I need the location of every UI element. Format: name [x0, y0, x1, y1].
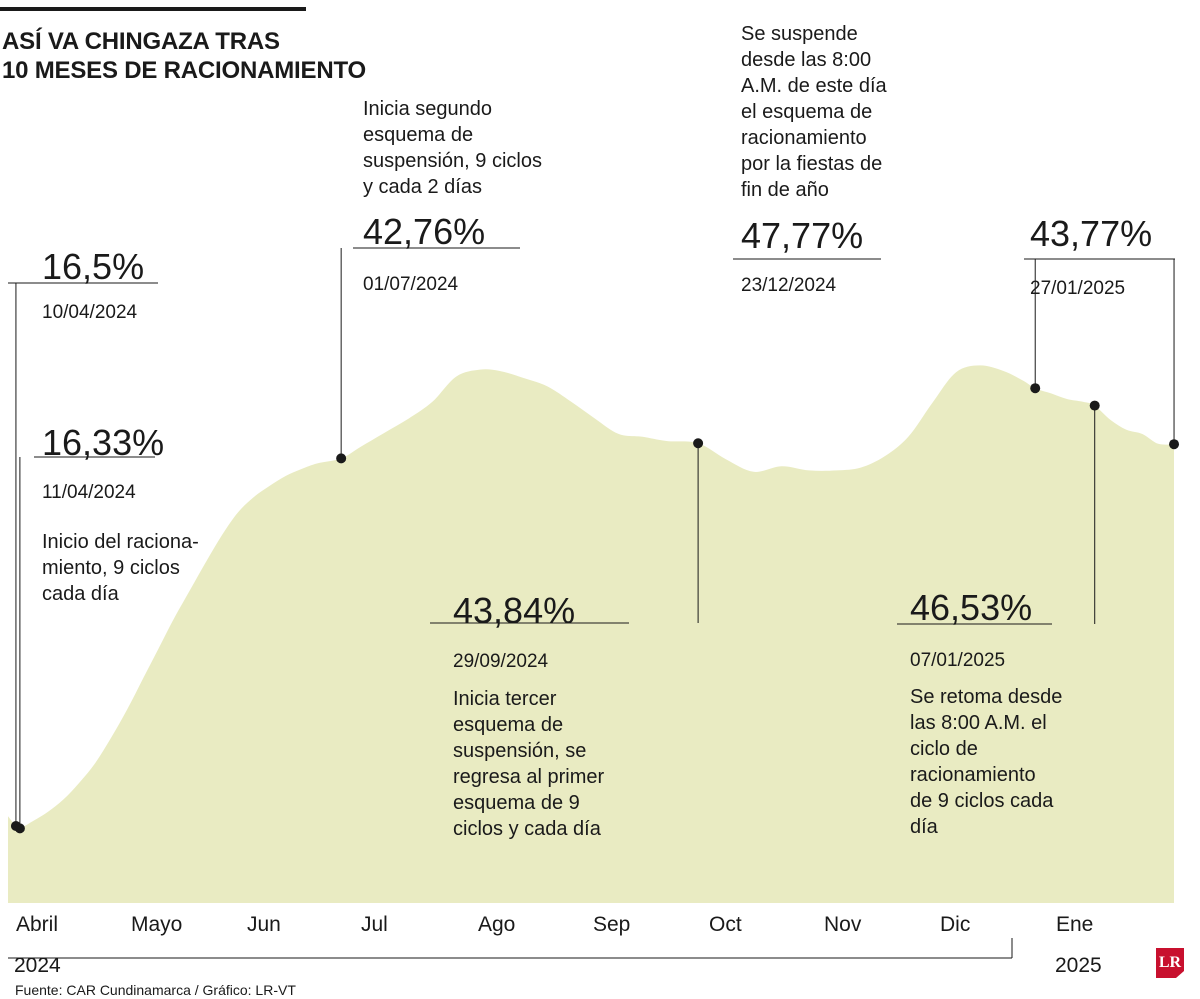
annotation-note-5-2: ciclo de: [910, 738, 978, 760]
annotation-value-1: 16,33%: [42, 422, 164, 463]
annotation-note-1-2: cada día: [42, 583, 120, 605]
x-tick-label: Nov: [824, 913, 862, 936]
annotation-note-5-1: las 8:00 A.M. el: [910, 712, 1047, 734]
chart-title-line-2: 10 MESES DE RACIONAMIENTO: [2, 57, 366, 84]
annotation-leaders: [8, 247, 1175, 829]
x-axis: Abril Mayo Jun Jul Ago Sep Oct Nov Dic Ene 2024 202…: [8, 913, 1102, 977]
annotation-date-3: 29/09/2024: [453, 651, 549, 672]
x-tick-label: Jul: [361, 913, 388, 936]
annotation-note-3-0: Inicia tercer: [453, 688, 557, 710]
x-tick-label: Mayo: [131, 913, 182, 936]
annotation-dot-3: [693, 438, 704, 449]
reservoir-level-area: [8, 365, 1174, 903]
svg-text:LR: LR: [1159, 954, 1182, 971]
annotation-note-5-5: día: [910, 816, 939, 838]
annotation-note-2-2: suspensión, 9 ciclos: [363, 150, 542, 172]
annotation-note-4-3: el esquema de: [741, 101, 872, 123]
annotation-dot-5: [1089, 400, 1100, 411]
annotation-note-5-4: de 9 ciclos cada: [910, 790, 1054, 812]
annotation-note-2-0: Inicia segundo: [363, 98, 492, 120]
x-tick-label: Ene: [1056, 913, 1093, 936]
annotation-value-6: 43,77%: [1030, 213, 1152, 254]
annotation-note-5-0: Se retoma desde: [910, 686, 1062, 708]
year-label: 2024: [14, 954, 61, 977]
annotation-note-3-2: suspensión, se: [453, 740, 586, 762]
x-tick-label: Oct: [709, 913, 742, 936]
annotation-note-3-4: esquema de 9: [453, 792, 580, 814]
annotation-texts: 16,5% 10/04/2024 16,33% 11/04/2024 Inicio de…: [42, 23, 1152, 840]
annotation-note-4-2: A.M. de este día: [741, 75, 888, 97]
title-rule: [0, 7, 306, 11]
source-note: Fuente: CAR Cundinamarca / Gráfico: LR-V…: [15, 982, 296, 998]
annotation-note-1-0: Inicio del raciona-: [42, 531, 199, 553]
annotation-date-4: 23/12/2024: [741, 275, 837, 296]
lr-logo-icon: LR: [1156, 948, 1184, 978]
annotation-dot-2: [336, 453, 347, 464]
annotation-note-2-1: esquema de: [363, 124, 473, 146]
x-tick-label: Sep: [593, 913, 630, 936]
annotation-date-6: 27/01/2025: [1030, 278, 1125, 299]
annotation-dots: [10, 383, 1180, 834]
annotation-date-5: 07/01/2025: [910, 650, 1005, 671]
annotation-note-3-1: esquema de: [453, 714, 563, 736]
annotation-note-1-1: miento, 9 ciclos: [42, 557, 180, 579]
annotation-dot-4: [1030, 383, 1041, 394]
annotation-dot-6: [1169, 439, 1180, 450]
annotation-value-0: 16,5%: [42, 246, 144, 287]
x-tick-label: Dic: [940, 913, 970, 936]
annotation-note-4-4: racionamiento: [741, 127, 867, 149]
annotation-value-5: 46,53%: [910, 587, 1032, 628]
annotation-date-1: 11/04/2024: [42, 482, 136, 503]
annotation-date-0: 10/04/2024: [42, 302, 138, 323]
x-tick-label: Ago: [478, 913, 515, 936]
x-tick-label: Abril: [16, 913, 58, 936]
x-tick-label: Jun: [247, 913, 281, 936]
annotation-value-4: 47,77%: [741, 215, 863, 256]
annotation-note-3-3: regresa al primer: [453, 766, 605, 788]
annotation-value-3: 43,84%: [453, 590, 575, 631]
annotation-note-4-6: fin de año: [741, 179, 829, 201]
annotation-note-3-5: ciclos y cada día: [453, 818, 602, 840]
annotation-value-2: 42,76%: [363, 211, 485, 252]
year-label: 2025: [1055, 954, 1102, 977]
annotation-note-4-1: desde las 8:00: [741, 49, 871, 71]
annotation-date-2: 01/07/2024: [363, 274, 459, 295]
annotation-note-5-3: racionamiento: [910, 764, 1036, 786]
annotation-dot-1: [14, 823, 25, 834]
chart-title-line-1: ASÍ VA CHINGAZA TRAS: [2, 28, 280, 55]
annotation-note-4-0: Se suspende: [741, 23, 858, 45]
annotation-note-2-3: y cada 2 días: [363, 176, 482, 198]
annotation-note-4-5: por la fiestas de: [741, 153, 882, 175]
